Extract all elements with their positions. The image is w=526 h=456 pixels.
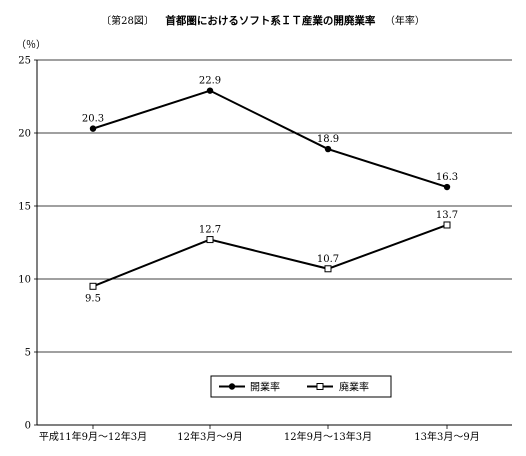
data-point-circle — [206, 87, 214, 94]
y-tick-label: 25 — [18, 56, 31, 67]
data-point-square — [206, 236, 214, 244]
legend-label: 廃業率 — [339, 381, 369, 394]
series-line — [92, 89, 448, 188]
x-tick-label: 12年3月～9月 — [177, 430, 242, 443]
series-kaigyo: 20.3 22.9 18.9 16.3 — [82, 76, 458, 191]
y-tick-label: 5 — [25, 348, 31, 359]
grid-lines — [37, 59, 512, 353]
x-tick-label: 平成11年9月～12年3月 — [39, 430, 147, 443]
legend-label: 開業率 — [250, 381, 280, 394]
data-label: 10.7 — [317, 254, 339, 265]
data-label: 22.9 — [199, 76, 221, 87]
y-axis-ticks: 0 5 10 15 20 25 — [18, 56, 37, 432]
x-axis-ticks: 平成11年9月～12年3月 12年3月～9月 12年9月～13年3月 13年3月～9月 — [39, 425, 480, 443]
legend-box — [210, 375, 392, 398]
y-tick-label: 15 — [18, 202, 31, 213]
legend: 開業率 廃業率 — [210, 375, 392, 398]
chart-title-note: （年率） — [384, 16, 425, 27]
y-tick-label: 0 — [25, 421, 31, 432]
legend-marker-square — [316, 383, 324, 390]
data-label: 16.3 — [436, 172, 458, 183]
data-label: 12.7 — [199, 225, 221, 236]
data-point-square — [324, 265, 332, 273]
chart-title: 首都圏におけるソフト系ＩＴ産業の開廃業率 — [165, 15, 376, 27]
data-label: 13.7 — [436, 210, 458, 221]
series-line — [92, 224, 448, 288]
legend-marker-circle — [228, 383, 236, 390]
data-point-circle — [89, 125, 97, 132]
series-haigyo: 9.5 12.7 10.7 13.7 — [85, 210, 458, 304]
data-point-square — [89, 282, 97, 290]
y-axis-unit-label: （％） — [16, 39, 46, 51]
data-label: 9.5 — [85, 293, 101, 304]
figure-number: 〔第28図〕 — [101, 16, 154, 27]
data-label: 20.3 — [82, 114, 104, 125]
x-tick-label: 13年3月～9月 — [414, 430, 479, 443]
x-tick-label: 12年9月～13年3月 — [284, 430, 372, 443]
data-label: 18.9 — [317, 134, 339, 145]
series-layer: 20.3 22.9 18.9 16.3 9.5 12.7 10.7 13.7 — [82, 76, 458, 305]
y-tick-label: 20 — [18, 129, 31, 140]
data-point-square — [443, 221, 451, 229]
chart-title-row: 〔第28図〕 首都圏におけるソフト系ＩＴ産業の開廃業率 （年率） — [0, 12, 526, 28]
data-point-circle — [443, 183, 451, 191]
y-tick-label: 10 — [18, 275, 31, 286]
data-point-circle — [324, 145, 332, 153]
axes — [36, 60, 512, 426]
